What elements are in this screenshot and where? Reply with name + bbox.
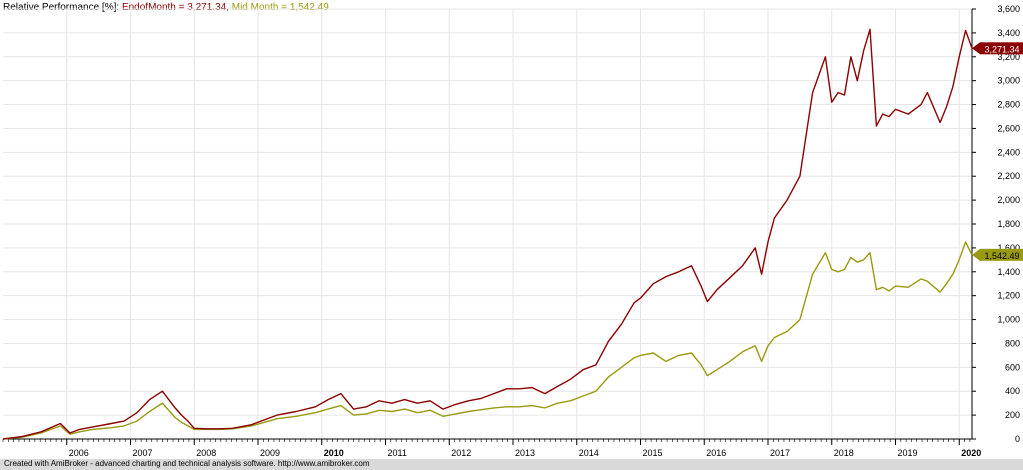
y-tick-label: 2,200: [997, 171, 1020, 181]
x-tick-label: 2012: [451, 448, 471, 458]
y-tick-label: 3,600: [997, 4, 1020, 14]
y-tick-label: 0: [1015, 434, 1020, 444]
mid-month-line: [2, 241, 973, 440]
end-of-month-value-badge: 3,271.34: [972, 42, 1023, 55]
x-tick-label: 2010: [324, 448, 344, 458]
y-tick-label: 3,000: [997, 76, 1020, 86]
legend-mid-month: Mid Month = 1,542.49: [231, 2, 329, 13]
y-tick-label: 200: [1005, 410, 1020, 420]
y-tick-label: 400: [1005, 386, 1020, 396]
legend-end-of-month: EndofMonth = 3,271.34: [121, 2, 227, 13]
x-tick-label: 2019: [898, 448, 918, 458]
last-value-badges: 3,271.34 1,542.49: [972, 42, 1023, 261]
footer-credit: Created with AmiBroker - advanced charti…: [4, 459, 370, 468]
x-tick-label: 2018: [834, 448, 854, 458]
x-tick-label: 2016: [706, 448, 726, 458]
y-tick-label: 2,600: [997, 123, 1020, 133]
y-axis: 0 200 400 600 800 1,000 1,200 1,400 1,600 1,800 2,…: [971, 4, 1020, 444]
x-tick-label: 2014: [579, 448, 599, 458]
y-tick-label: 2,800: [997, 100, 1020, 110]
x-tick-label: 2011: [388, 448, 407, 458]
x-tick-label: 2017: [770, 448, 790, 458]
x-tick-label: 2009: [260, 448, 280, 458]
y-tick-label: 3,400: [997, 28, 1020, 38]
y-tick-label: 1,400: [997, 267, 1020, 277]
series-lines: [2, 28, 973, 440]
y-tick-label: 2,000: [997, 195, 1020, 205]
last-value-label: 3,271.34: [984, 44, 1019, 54]
x-tick-label: 2013: [515, 448, 535, 458]
x-tick-label: 2015: [643, 448, 663, 458]
x-tick-label: 2020: [961, 448, 981, 458]
end-of-month-line: [2, 28, 973, 440]
y-tick-label: 600: [1005, 362, 1020, 372]
y-tick-label: 1,200: [997, 291, 1020, 301]
x-tick-label: 2007: [133, 448, 153, 458]
y-tick-label: 800: [1005, 338, 1020, 348]
grid: [3, 8, 972, 440]
y-tick-label: 1,000: [997, 315, 1020, 325]
title-prefix: Relative Performance [%]:: [3, 2, 122, 13]
chart-title: Relative Performance [%]: EndofMonth = 3…: [3, 2, 329, 13]
y-tick-label: 2,400: [997, 147, 1020, 157]
footer-bar: Created with AmiBroker - advanced charti…: [0, 459, 1023, 470]
last-value-label: 1,542.49: [984, 251, 1019, 261]
x-axis: 2006 2007 2008 2009 2010 2011 2012 2013 2014 2015…: [2, 438, 981, 458]
y-tick-label: 1,800: [997, 219, 1020, 229]
y-tick-label: 3,200: [997, 52, 1020, 62]
x-tick-label: 2006: [69, 448, 89, 458]
mid-month-value-badge: 1,542.49: [972, 248, 1023, 261]
legend-separator: ,: [226, 2, 232, 13]
y-tick-label: 1,600: [997, 243, 1020, 253]
x-tick-label: 2008: [196, 448, 216, 458]
